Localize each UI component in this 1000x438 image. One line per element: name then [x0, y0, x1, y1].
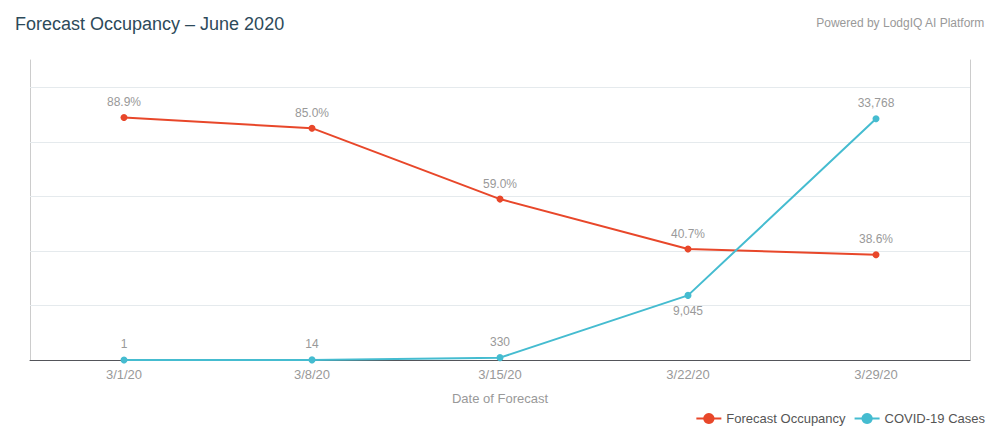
- svg-text:88.9%: 88.9%: [107, 95, 141, 109]
- svg-text:14: 14: [305, 337, 319, 351]
- svg-text:3/22/20: 3/22/20: [666, 367, 709, 382]
- svg-text:Forecast Occupancy – June 2020: Forecast Occupancy – June 2020: [15, 14, 284, 34]
- svg-text:9,045: 9,045: [673, 304, 703, 318]
- svg-text:3/8/20: 3/8/20: [294, 367, 330, 382]
- svg-text:330: 330: [490, 335, 510, 349]
- svg-text:1: 1: [121, 337, 128, 351]
- svg-text:3/15/20: 3/15/20: [478, 367, 521, 382]
- svg-text:Forecast Occupancy: Forecast Occupancy: [726, 411, 846, 426]
- svg-text:38.6%: 38.6%: [859, 232, 893, 246]
- svg-text:3/1/20: 3/1/20: [106, 367, 142, 382]
- svg-text:Date of Forecast: Date of Forecast: [452, 391, 548, 406]
- svg-text:40.7%: 40.7%: [671, 227, 705, 241]
- svg-text:33,768: 33,768: [858, 96, 895, 110]
- svg-text:COVID-19 Cases: COVID-19 Cases: [885, 411, 986, 426]
- svg-text:59.0%: 59.0%: [483, 177, 517, 191]
- svg-text:3/29/20: 3/29/20: [854, 367, 897, 382]
- svg-text:85.0%: 85.0%: [295, 106, 329, 120]
- svg-text:Powered by LodgIQ AI Platform: Powered by LodgIQ AI Platform: [816, 16, 984, 30]
